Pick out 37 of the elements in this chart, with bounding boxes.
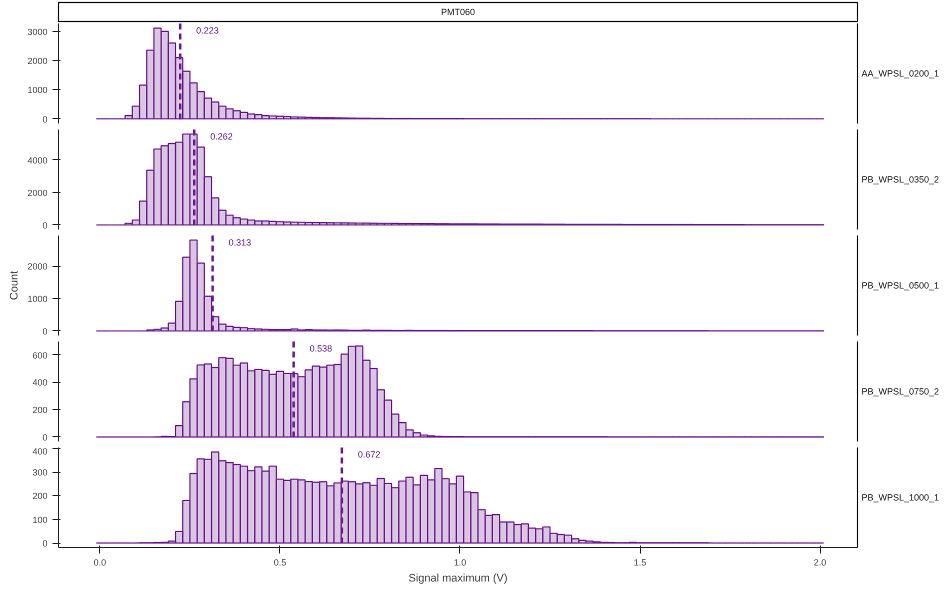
y-tick-label: 2000 — [27, 188, 48, 198]
text: PB_WPSL_1000_1 — [862, 492, 940, 502]
y-tick-label: 600 — [32, 350, 48, 360]
text: PB_WPSL_0350_2 — [862, 174, 940, 184]
y-axis-title: Count — [8, 270, 20, 300]
y-tick-label: 0 — [42, 220, 48, 230]
y-tick-label: 200 — [32, 405, 48, 416]
ref-line-label: 0.672 — [358, 450, 380, 460]
x-tick-label: 1.5 — [634, 558, 646, 568]
y-tick-label: 100 — [32, 514, 48, 525]
ref-line-label: 0.223 — [196, 26, 219, 36]
x-tick-label: 1.0 — [454, 558, 466, 568]
ref-line-label: 0.262 — [210, 132, 233, 142]
ref-line-label: 0.538 — [310, 344, 332, 354]
x-tick-label: 0.5 — [274, 558, 286, 568]
y-tick-label: 1000 — [27, 294, 48, 304]
y-tick-label: 0 — [42, 326, 48, 336]
y-tick-label: 400 — [32, 446, 48, 456]
chart-title: PMT060 — [440, 7, 476, 17]
y-tick-label: 300 — [32, 468, 48, 478]
y-tick-label: 0 — [42, 538, 48, 549]
y-tick-label: 4000 — [27, 155, 48, 166]
ref-line-label: 0.313 — [228, 238, 252, 248]
y-tick-label: 400 — [32, 378, 48, 388]
y-tick-label: 2000 — [27, 56, 48, 66]
text: PB_WPSL_0750_2 — [862, 386, 940, 396]
text: PB_WPSL_0500_1 — [862, 280, 940, 290]
text: AA_WPSL_0200_1 — [862, 68, 940, 78]
x-axis-title: Signal maximum (V) — [408, 572, 508, 584]
y-tick-label: 200 — [32, 491, 48, 502]
x-tick-label: 2.0 — [814, 558, 826, 568]
y-tick-label: 0 — [42, 114, 48, 124]
y-tick-label: 1000 — [27, 85, 48, 96]
y-tick-label: 2000 — [27, 262, 48, 272]
y-tick-label: 3000 — [27, 26, 48, 37]
y-tick-label: 0 — [42, 432, 48, 442]
x-tick-label: 0.0 — [94, 558, 106, 568]
